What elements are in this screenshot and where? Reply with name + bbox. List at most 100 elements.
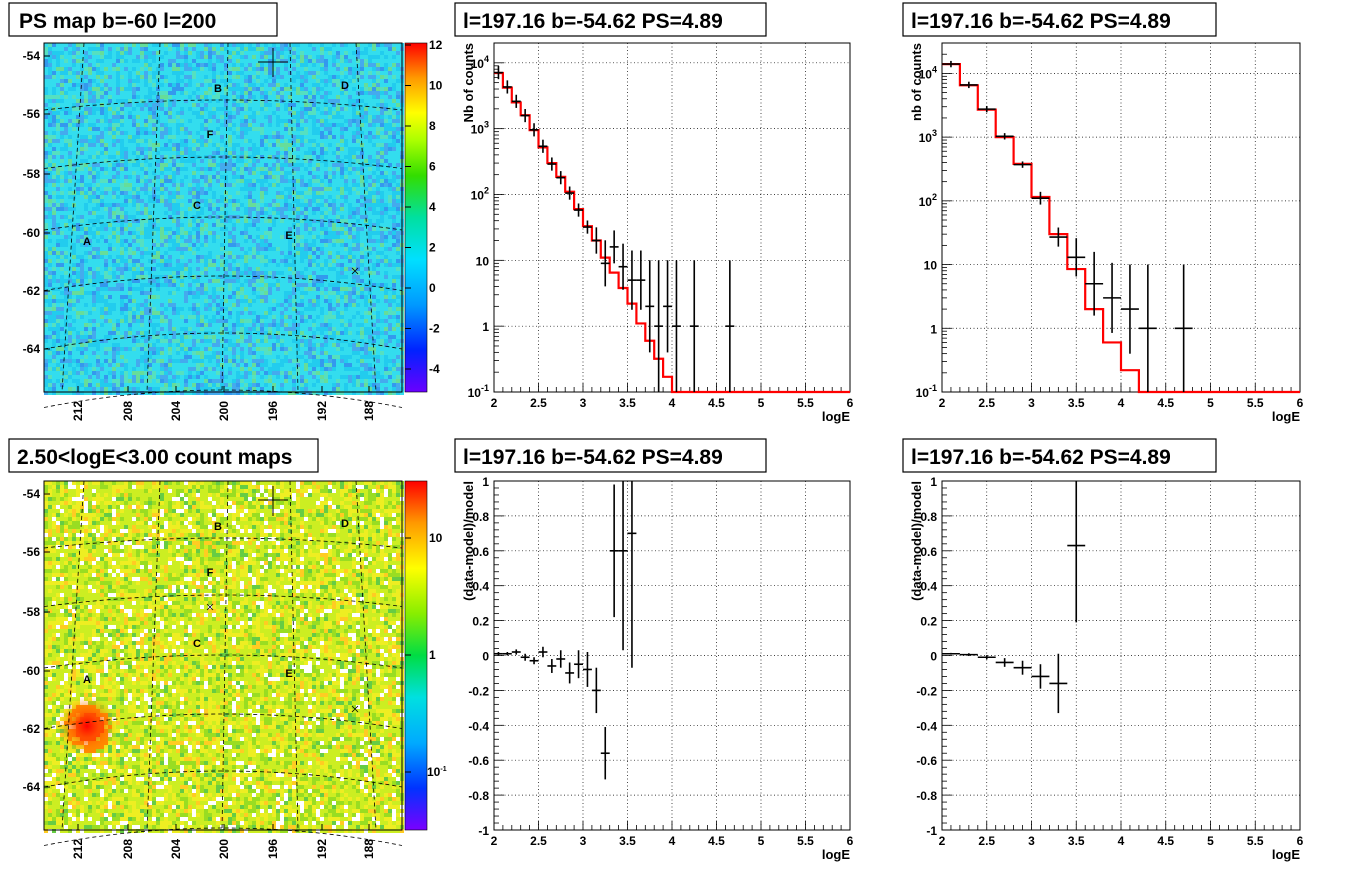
y-tick-label: -58 — [23, 167, 41, 181]
x-tick-label: 6 — [847, 834, 854, 848]
x-tick-label: 3.5 — [619, 834, 636, 848]
colorbar-tick-label: 10 — [429, 79, 443, 93]
data-point — [672, 260, 681, 392]
y-tick-label: 10-1 — [468, 383, 489, 400]
x-tick-label: 4.5 — [708, 834, 725, 848]
data-point — [574, 203, 583, 217]
data-point — [565, 186, 575, 200]
source-label: B — [214, 83, 222, 95]
data-point — [511, 94, 521, 108]
colorbar-tick-label: 12 — [429, 38, 443, 52]
colorbar — [404, 42, 428, 393]
panel-title: 2.50<logE<3.00 count maps — [17, 446, 292, 469]
y-tick-label: -60 — [23, 226, 41, 240]
y-tick-label: -56 — [23, 107, 41, 121]
y-axis-title: Nb of counts — [461, 43, 476, 122]
y-tick-label: -0.4 — [916, 719, 937, 733]
data-point — [977, 105, 996, 113]
x-tick-label: 192 — [315, 401, 329, 421]
data-point — [502, 80, 512, 94]
x-tick-label: 5.5 — [1247, 396, 1264, 410]
grid-longitude-line — [355, 480, 377, 831]
source-marker-x — [351, 267, 359, 275]
data-point — [494, 652, 503, 656]
data-point — [574, 650, 583, 679]
source-label: D — [341, 80, 349, 92]
x-axis-title: logE — [1272, 847, 1300, 862]
y-tick-label: 0.8 — [472, 510, 489, 524]
y-tick-label: 0.2 — [920, 615, 937, 629]
x-tick-label: 204 — [169, 839, 183, 859]
grid-latitude-line — [43, 332, 403, 350]
grid-longitude-line — [221, 480, 229, 831]
data-point — [565, 662, 575, 684]
x-tick-label: 208 — [121, 839, 135, 859]
source-label: B — [214, 521, 222, 533]
data-point — [583, 220, 592, 234]
count-map-panel: 2.50<logE<3.00 count maps 10 1 10-1 -54-… — [8, 438, 447, 859]
y-tick-label: 10 — [924, 259, 938, 273]
x-tick-label: 3 — [1028, 834, 1035, 848]
x-tick-label: 188 — [362, 401, 376, 421]
x-tick-label: 192 — [315, 839, 329, 859]
x-tick-label: 5 — [758, 396, 765, 410]
hotspot-glow — [57, 696, 117, 756]
data-point — [627, 481, 637, 668]
y-tick-label: -56 — [23, 545, 41, 559]
x-axis-title: logE — [822, 847, 850, 862]
x-tick-label: 6 — [847, 396, 854, 410]
source-labels: A B C D E F — [83, 518, 349, 686]
y-tick-label: 0 — [482, 650, 489, 664]
source-marker-plus — [258, 486, 288, 516]
residual-chart-2: l=197.16 b=-54.62 PS=4.89 2 2.5 3 3.5 4 4.5 5 5… — [902, 438, 1304, 862]
y-tick-label: -1 — [478, 824, 489, 838]
data-point — [591, 667, 601, 714]
data-point — [618, 243, 628, 290]
y-tick-label: 1 — [930, 475, 937, 489]
data-point — [1138, 264, 1157, 392]
y-tick-label: -58 — [23, 605, 41, 619]
y-tick-label: -0.2 — [916, 684, 937, 698]
map-pixels — [44, 481, 404, 833]
source-marker-x — [351, 705, 359, 713]
data-point — [645, 260, 655, 353]
source-label: A — [83, 236, 91, 248]
grid-latitude-line — [43, 389, 403, 408]
x-tick-label: 200 — [217, 401, 231, 421]
y-tick-label: 0.6 — [472, 545, 489, 559]
colorbar-tick-label: 10 — [429, 531, 443, 545]
x-tick-label: 6 — [1297, 834, 1304, 848]
colorbar-tick-label: -4 — [429, 362, 440, 376]
source-label: E — [285, 668, 292, 680]
y-tick-label: 102 — [919, 192, 937, 209]
y-tick-label: -54 — [23, 487, 41, 501]
data-point — [959, 81, 978, 89]
spectrum-chart-2: l=197.16 b=-54.62 PS=4.89 2 2.5 3 3.5 4 4.5 5 5… — [902, 2, 1304, 424]
grid-latitude-line — [43, 713, 403, 729]
data-point — [1049, 227, 1068, 247]
x-tick-label: 2.5 — [978, 834, 995, 848]
y-tick-label: 1 — [482, 320, 489, 334]
data-point — [520, 653, 530, 661]
x-tick-label: 3.5 — [1068, 396, 1085, 410]
source-label: C — [193, 200, 201, 212]
data-point — [556, 171, 566, 185]
x-tick-label: 4 — [669, 834, 676, 848]
data-point — [538, 139, 548, 153]
x-tick-label: 5.5 — [1247, 834, 1264, 848]
coordinate-grid — [43, 42, 403, 408]
data-point — [609, 484, 619, 618]
source-label: F — [207, 567, 214, 579]
colorbar-tick-label: 2 — [429, 241, 436, 255]
grid-longitude-line — [61, 480, 85, 831]
colorbar-tick-label: -2 — [429, 322, 440, 336]
grid-longitude-line — [289, 42, 299, 393]
x-tick-label: 2 — [939, 834, 946, 848]
model-step-line — [942, 62, 1300, 394]
y-tick-label: -54 — [23, 49, 41, 63]
chart-title: l=197.16 b=-54.62 PS=4.89 — [911, 10, 1171, 33]
y-tick-label: -0.8 — [916, 789, 937, 803]
x-tick-label: 3 — [580, 396, 587, 410]
data-point — [725, 260, 735, 392]
